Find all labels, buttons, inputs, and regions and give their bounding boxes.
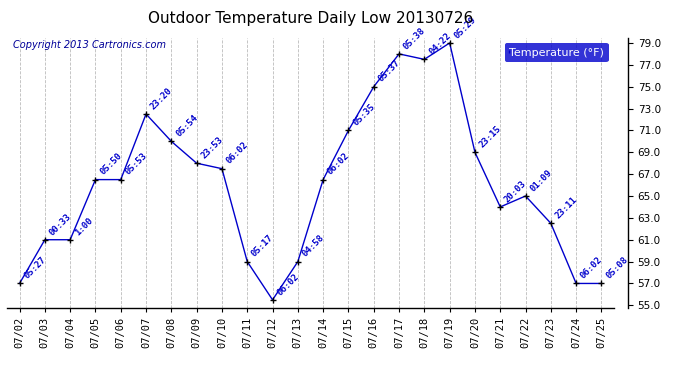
- Text: 04:22: 04:22: [427, 31, 453, 57]
- Text: Copyright 2013 Cartronics.com: Copyright 2013 Cartronics.com: [13, 40, 166, 50]
- Text: Outdoor Temperature Daily Low 20130726: Outdoor Temperature Daily Low 20130726: [148, 11, 473, 26]
- Text: 06:02: 06:02: [275, 272, 301, 297]
- Text: 06:02: 06:02: [225, 141, 250, 166]
- Text: 05:17: 05:17: [250, 234, 275, 259]
- Text: 05:38: 05:38: [402, 26, 427, 51]
- Text: 23:11: 23:11: [553, 195, 579, 220]
- Text: 05:35: 05:35: [351, 102, 377, 128]
- Text: 20:03: 20:03: [503, 179, 529, 204]
- Text: 23:20: 23:20: [149, 86, 174, 111]
- Text: 23:53: 23:53: [199, 135, 225, 160]
- Text: 00:33: 00:33: [48, 211, 73, 237]
- Text: 06:02: 06:02: [326, 152, 351, 177]
- Text: 05:27: 05:27: [22, 255, 48, 280]
- Legend: Temperature (°F): Temperature (°F): [505, 43, 609, 62]
- Text: 05:37: 05:37: [377, 58, 402, 84]
- Text: 23:15: 23:15: [477, 124, 503, 150]
- Text: 06:02: 06:02: [579, 255, 604, 280]
- Text: 05:53: 05:53: [124, 152, 149, 177]
- Text: 05:08: 05:08: [604, 255, 629, 280]
- Text: 1:00: 1:00: [73, 215, 95, 237]
- Text: 04:58: 04:58: [301, 234, 326, 259]
- Text: 05:29: 05:29: [453, 15, 477, 40]
- Text: 01:09: 01:09: [529, 168, 553, 193]
- Text: 05:50: 05:50: [98, 152, 124, 177]
- Text: 05:54: 05:54: [174, 113, 199, 139]
